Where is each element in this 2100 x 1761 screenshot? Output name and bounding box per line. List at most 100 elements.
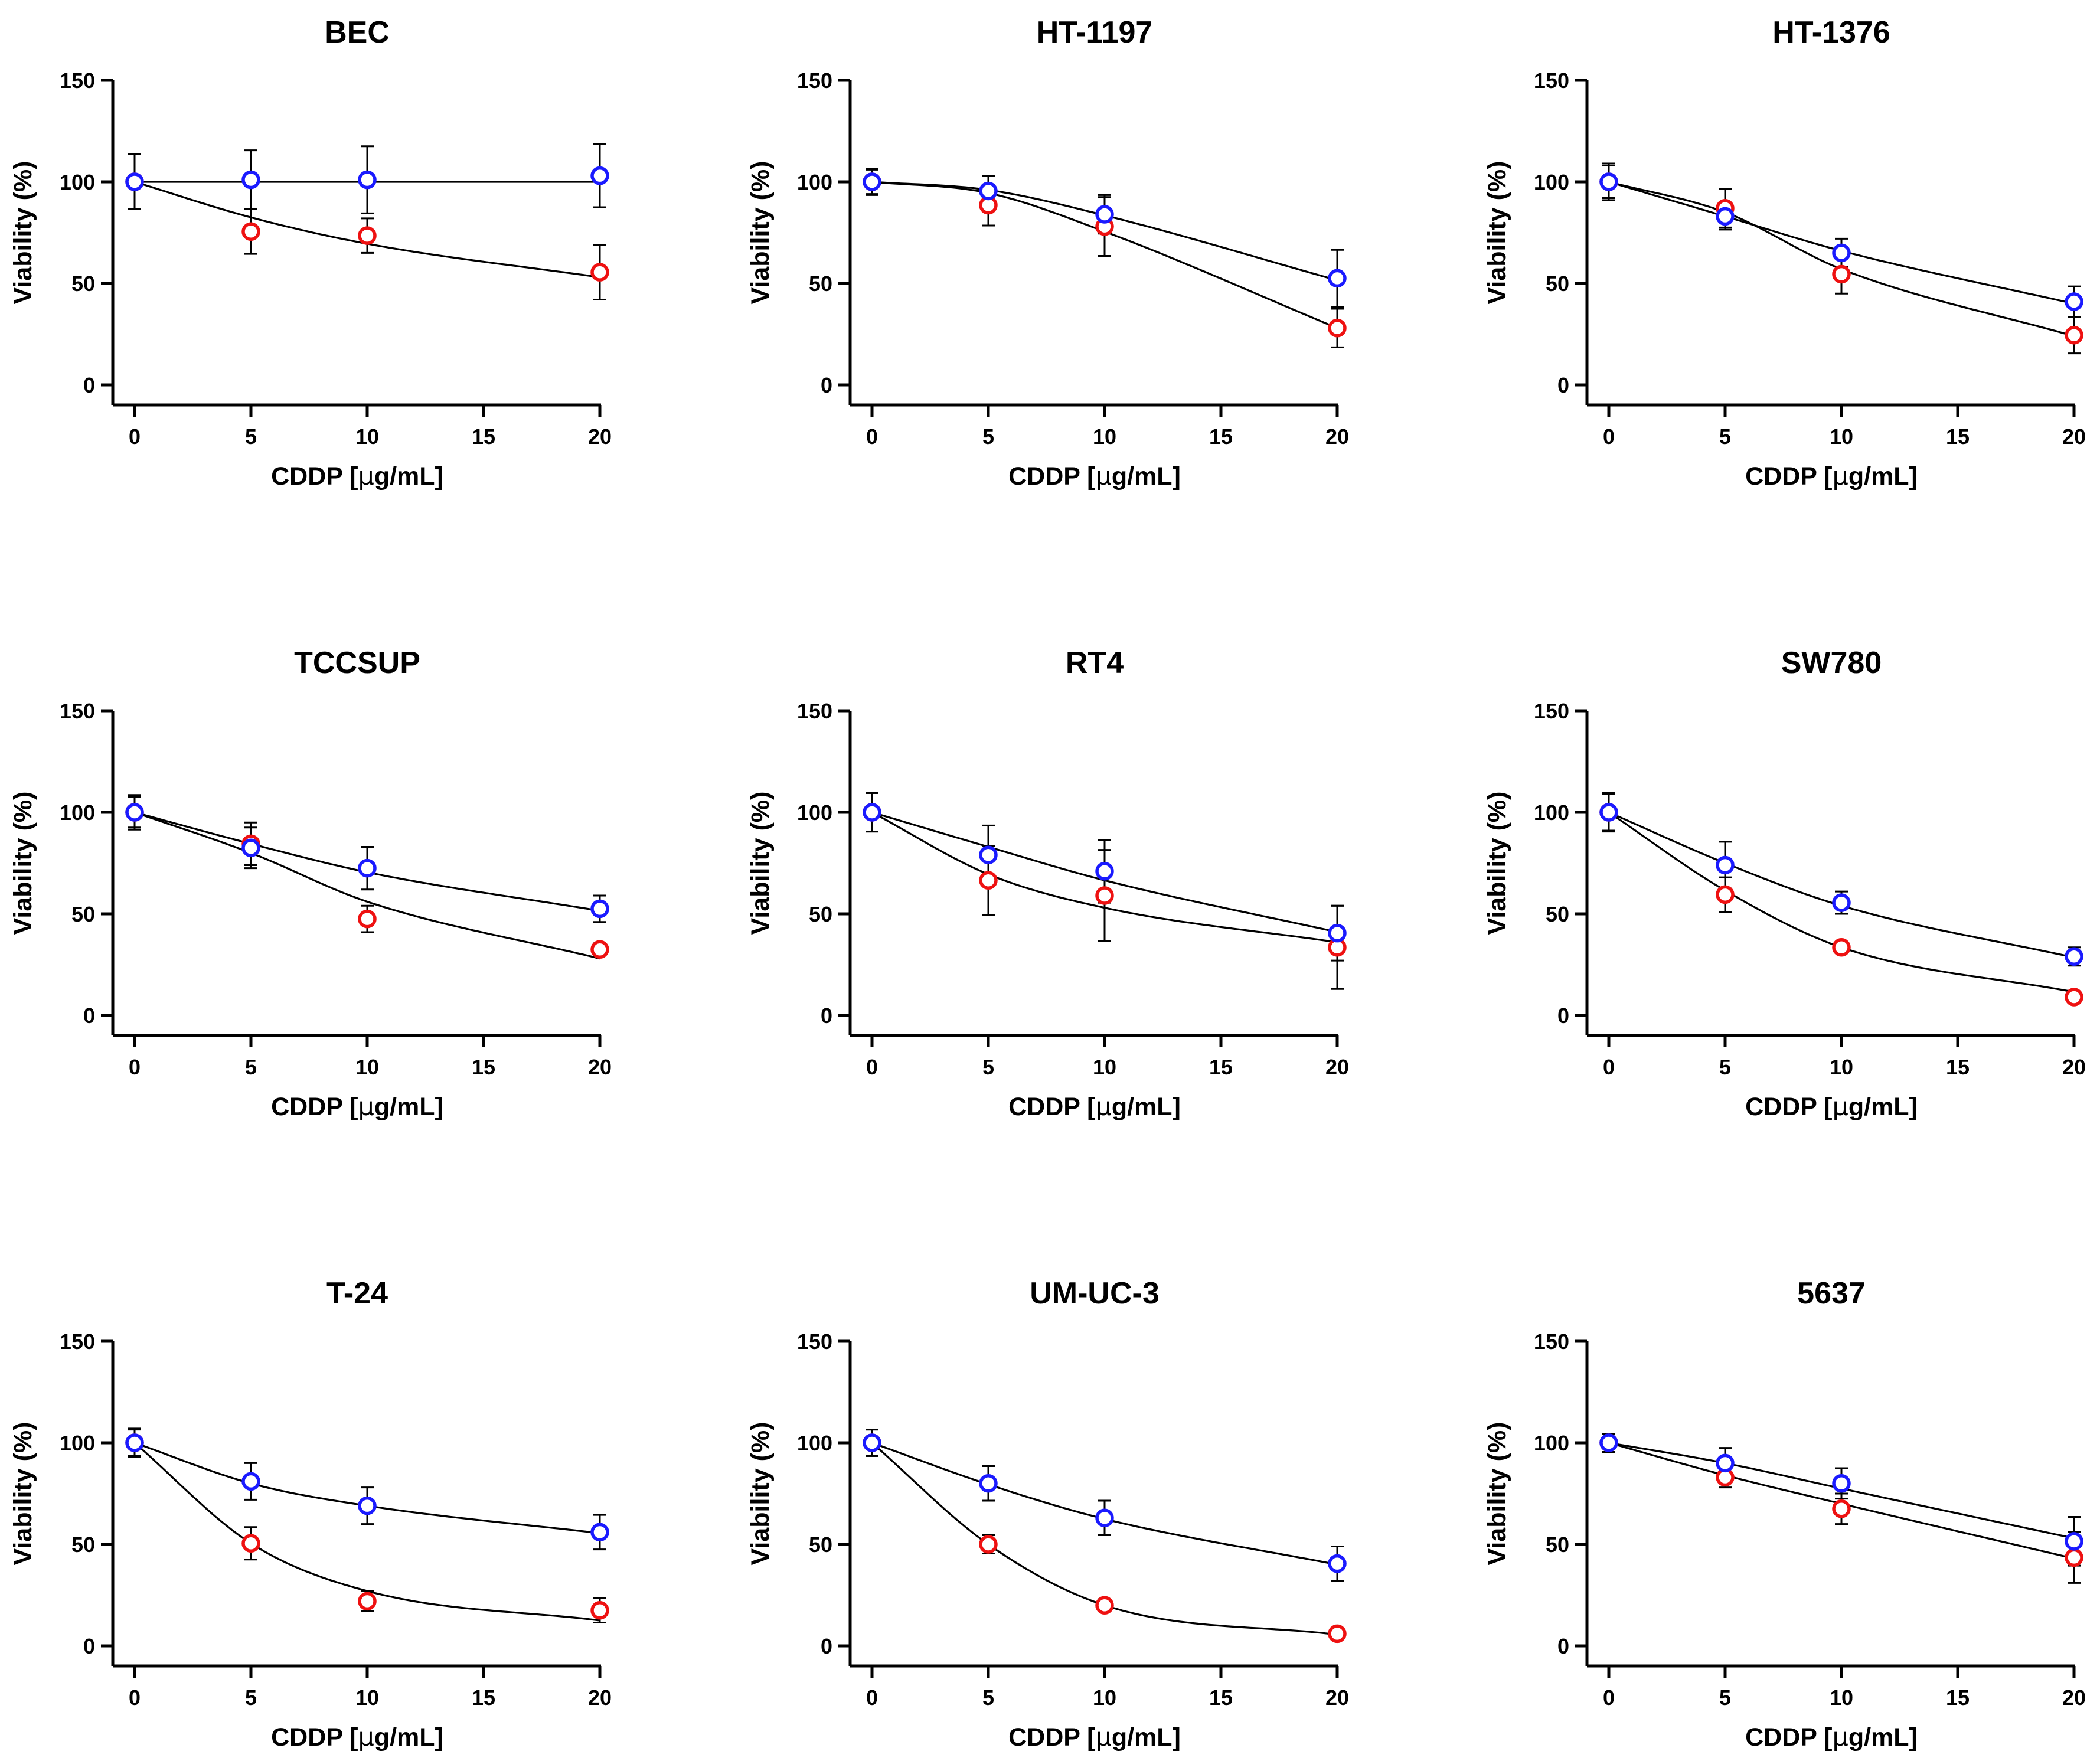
x-tick-label: 10 <box>1093 1685 1116 1710</box>
y-tick-label: 100 <box>1534 170 1569 194</box>
data-point-blue <box>125 1433 144 1452</box>
x-axis-label-prefix: CDDP [ <box>1745 1723 1832 1752</box>
fit-curve-blue <box>1608 811 2075 959</box>
data-point-blue <box>125 803 144 822</box>
data-point-blue <box>590 166 609 185</box>
x-axis-label-mu: μ <box>1095 1092 1111 1122</box>
x-axis-label: CDDP [μg/mL] <box>271 1723 443 1752</box>
x-axis-label-mu: μ <box>1095 462 1111 491</box>
data-point-blue <box>979 181 998 201</box>
y-tick-label: 50 <box>809 902 832 926</box>
y-tick-label: 0 <box>1557 1004 1569 1028</box>
chart-title: BEC <box>325 15 390 50</box>
data-point-blue <box>1328 1554 1347 1573</box>
chart-title: HT-1376 <box>1772 15 1890 50</box>
x-tick-label: 10 <box>355 424 379 449</box>
data-point-red <box>241 222 260 241</box>
chart-rt4: RT4 0 50 100 150 0 5 10 15 20 CDDP [μg/mL] Viabilit… <box>746 646 1349 1122</box>
y-tick-label: 100 <box>60 801 95 825</box>
x-tick-label: 5 <box>982 1685 994 1710</box>
x-tick-label: 0 <box>1603 1685 1615 1710</box>
data-point-blue <box>590 1523 609 1542</box>
x-tick-label: 15 <box>1209 1685 1233 1710</box>
y-tick-label: 100 <box>797 1431 832 1455</box>
data-point-blue <box>1716 1453 1735 1473</box>
y-tick-label: 100 <box>1534 801 1569 825</box>
x-axis-label-prefix: CDDP [ <box>1745 1093 1832 1121</box>
data-point-red <box>1095 1596 1114 1615</box>
y-tick-label: 150 <box>60 1329 95 1354</box>
x-axis-label-mu: μ <box>358 1092 374 1122</box>
data-point-red <box>1328 1624 1347 1644</box>
x-tick-label: 5 <box>245 1055 257 1079</box>
data-point-red <box>1832 938 1851 957</box>
data-point-red <box>590 940 609 959</box>
x-tick-label: 0 <box>129 1685 141 1710</box>
x-axis-label-suffix: g/mL] <box>1112 1093 1181 1121</box>
x-axis-label-mu: μ <box>1832 462 1848 491</box>
x-axis-label-prefix: CDDP [ <box>1008 1723 1095 1752</box>
data-point-blue <box>358 1496 377 1515</box>
y-tick-label: 100 <box>60 170 95 194</box>
x-tick-label: 0 <box>866 1685 878 1710</box>
chart-um-uc-3: UM-UC-3 0 50 100 150 0 5 10 15 20 CDDP [μg/mL] Viab… <box>746 1276 1349 1752</box>
data-point-blue <box>125 172 144 191</box>
x-tick-label: 10 <box>1093 424 1116 449</box>
x-tick-label: 20 <box>2062 1685 2086 1710</box>
data-point-red <box>2065 325 2083 345</box>
y-tick-label: 150 <box>797 68 832 93</box>
x-tick-label: 15 <box>472 1055 495 1079</box>
chart-title: 5637 <box>1797 1276 1866 1311</box>
chart-title: TCCSUP <box>294 646 420 680</box>
y-tick-label: 50 <box>71 1533 95 1557</box>
y-tick-label: 100 <box>797 801 832 825</box>
chart-ht-1197: HT-1197 0 50 100 150 0 5 10 15 20 CDDP [μg/mL] Viab… <box>746 15 1349 491</box>
data-point-red <box>1095 886 1114 905</box>
data-point-blue <box>863 1433 881 1452</box>
x-tick-label: 10 <box>1830 1685 1853 1710</box>
x-axis-label-suffix: g/mL] <box>374 1093 443 1121</box>
x-axis-label-prefix: CDDP [ <box>271 1093 358 1121</box>
data-point-blue <box>358 170 377 190</box>
x-tick-label: 5 <box>1719 424 1731 449</box>
data-point-blue <box>1599 172 1618 191</box>
y-tick-label: 0 <box>1557 1634 1569 1658</box>
data-point-blue <box>1095 1508 1114 1528</box>
x-tick-label: 15 <box>1209 424 1233 449</box>
x-axis-label-suffix: g/mL] <box>1848 462 1918 491</box>
y-tick-label: 150 <box>1534 699 1569 723</box>
data-point-red <box>2065 1548 2083 1567</box>
x-tick-label: 5 <box>245 1685 257 1710</box>
x-tick-label: 15 <box>1946 1685 1970 1710</box>
y-axis-label: Viability (%) <box>9 792 37 935</box>
x-tick-label: 10 <box>1830 424 1853 449</box>
x-tick-label: 5 <box>1719 1685 1731 1710</box>
data-point-blue <box>1328 269 1347 288</box>
x-axis-label: CDDP [μg/mL] <box>1745 462 1918 491</box>
y-tick-label: 50 <box>71 902 95 926</box>
y-tick-label: 150 <box>797 1329 832 1354</box>
chart-sw780: SW780 0 50 100 150 0 5 10 15 20 CDDP [μg/mL] Viabil… <box>1483 646 2086 1122</box>
x-tick-label: 20 <box>588 1055 612 1079</box>
x-axis-label: CDDP [μg/mL] <box>271 1092 443 1122</box>
x-axis-label: CDDP [μg/mL] <box>1745 1723 1918 1752</box>
x-axis-label-mu: μ <box>358 1723 374 1752</box>
x-axis-label: CDDP [μg/mL] <box>1745 1092 1918 1122</box>
y-tick-label: 150 <box>1534 1329 1569 1354</box>
data-point-red <box>1832 264 1851 284</box>
x-axis-label-suffix: g/mL] <box>1848 1723 1918 1752</box>
chart-ht-1376: HT-1376 0 50 100 150 0 5 10 15 20 CDDP [μg/mL] Viab… <box>1483 15 2086 491</box>
data-point-blue <box>358 858 377 878</box>
data-point-blue <box>1716 855 1735 875</box>
y-tick-label: 150 <box>1534 68 1569 93</box>
data-point-blue <box>1599 1433 1618 1452</box>
x-tick-label: 0 <box>129 424 141 449</box>
data-point-blue <box>241 170 260 190</box>
data-point-blue <box>1599 803 1618 822</box>
y-tick-label: 150 <box>60 699 95 723</box>
x-tick-label: 10 <box>355 1685 379 1710</box>
data-point-blue <box>241 838 260 857</box>
x-tick-label: 15 <box>472 1685 495 1710</box>
data-point-red <box>1716 885 1735 904</box>
data-point-red <box>241 1534 260 1553</box>
